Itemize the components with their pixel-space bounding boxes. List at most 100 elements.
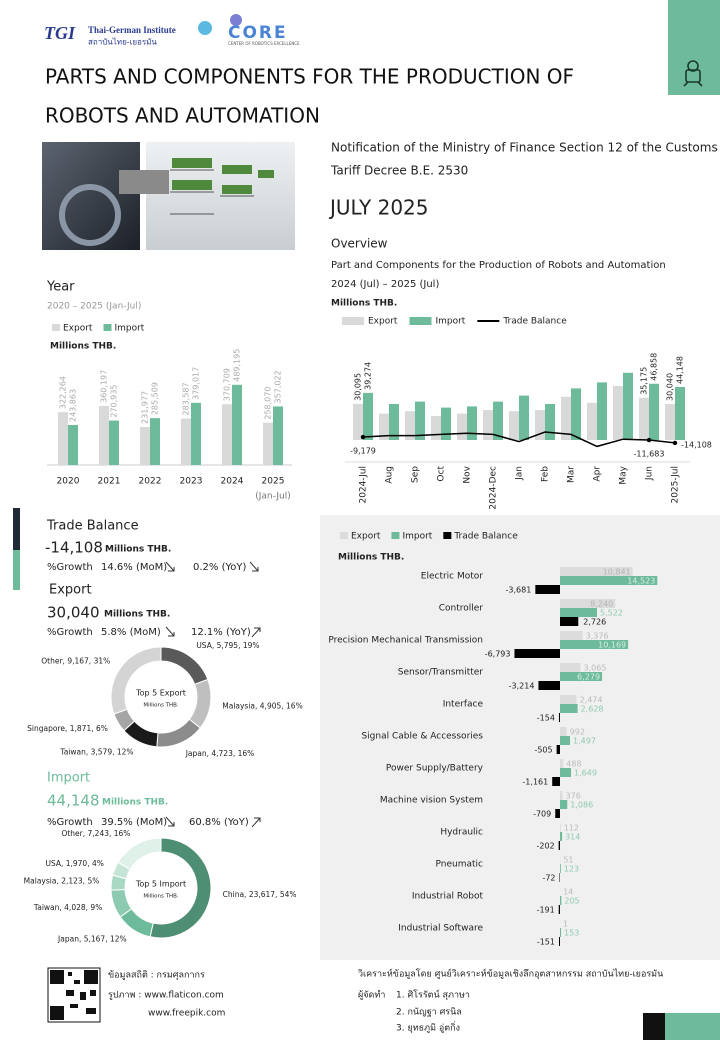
legend-swatch bbox=[391, 532, 400, 539]
slice-label: Taiwan, 3,579, 12% bbox=[59, 748, 133, 757]
category-label: Precision Mechanical Transmission bbox=[328, 636, 483, 646]
bar bbox=[509, 411, 519, 440]
value-label: 258,070 bbox=[264, 387, 273, 420]
bar bbox=[560, 640, 629, 649]
x-tick-label: Sep bbox=[411, 466, 421, 483]
legend-swatch bbox=[103, 324, 112, 331]
growth-yoy: 12.1% (YoY) bbox=[191, 627, 251, 638]
value-label: -9,179 bbox=[350, 447, 376, 456]
analysis: วิเคราะห์ข้อมูลโดย ศูนย์วิเคราะห์ข้อมูลเ… bbox=[358, 968, 663, 980]
value-label: 360,197 bbox=[100, 370, 109, 403]
value-label: -505 bbox=[534, 746, 552, 755]
value-label: -151 bbox=[537, 938, 555, 947]
bar bbox=[191, 402, 201, 465]
bar bbox=[181, 418, 191, 465]
slice-label: Japan, 4,723, 16% bbox=[185, 749, 255, 758]
bar bbox=[415, 401, 425, 440]
bar bbox=[571, 388, 581, 440]
value-label: 6,279 bbox=[577, 673, 600, 682]
x-tick-label: 2025-Jul bbox=[671, 466, 681, 504]
category-label: Sensor/Transmitter bbox=[398, 668, 484, 678]
bar bbox=[99, 405, 109, 465]
donut-center: Millions THB. bbox=[143, 894, 179, 900]
panel bbox=[320, 515, 720, 960]
value-label: 376 bbox=[566, 792, 581, 801]
donut-slice bbox=[110, 646, 162, 715]
growth-mom: 14.6% (MoM) bbox=[101, 562, 167, 573]
bar bbox=[560, 608, 597, 617]
value-label: 39,274 bbox=[364, 362, 373, 390]
value-label: 992 bbox=[570, 728, 585, 737]
core-name: CENTER OF ROBOTICS EXCELLENCE bbox=[228, 41, 300, 46]
growth-yoy: 0.2% (YoY) bbox=[193, 562, 246, 573]
legend-label: Import bbox=[435, 317, 465, 327]
summary-title: Import bbox=[47, 771, 90, 786]
value-label: 10,169 bbox=[598, 641, 626, 650]
bar bbox=[560, 599, 616, 608]
value-label: 5,522 bbox=[600, 609, 623, 618]
bar bbox=[560, 896, 562, 905]
bar bbox=[560, 823, 561, 832]
slice-label: USA, 1,970, 4% bbox=[45, 859, 103, 868]
legend-label: Import bbox=[402, 532, 432, 542]
bar bbox=[560, 768, 572, 777]
value-label: 10,841 bbox=[603, 568, 631, 577]
value-label: 51 bbox=[563, 856, 573, 865]
bar bbox=[560, 759, 564, 768]
value-label: 46,858 bbox=[650, 353, 659, 381]
bar bbox=[558, 937, 560, 946]
category-label: Power Supply/Battery bbox=[386, 764, 484, 774]
unit: Millions THB. bbox=[50, 342, 116, 352]
growth-label: %Growth bbox=[47, 627, 93, 638]
bar bbox=[560, 800, 568, 809]
bar bbox=[558, 841, 560, 850]
bar bbox=[514, 649, 560, 658]
photo bbox=[170, 169, 254, 215]
notice: Tariff Decree B.E. 2530 bbox=[330, 164, 468, 178]
slice-label: USA, 5,795, 19% bbox=[196, 641, 259, 650]
legend-swatch bbox=[52, 324, 60, 331]
legend-label: Import bbox=[114, 324, 144, 334]
photo bbox=[172, 158, 274, 194]
value-label: 44,148 bbox=[676, 356, 685, 384]
bar bbox=[535, 585, 560, 594]
slice-label: Other, 9,167, 31% bbox=[41, 656, 110, 665]
author: 3. ยุทธภูมิ อู่ตกิ่ง bbox=[396, 1021, 460, 1034]
bar bbox=[560, 695, 577, 704]
bar bbox=[558, 905, 560, 914]
x-tick-label: Mar bbox=[567, 466, 577, 483]
value-label: -1,161 bbox=[522, 778, 548, 787]
x-tick-label: Feb bbox=[541, 466, 551, 482]
summary-unit: Millions THB. bbox=[104, 610, 170, 620]
x-tick-note: (Jan-Jul) bbox=[255, 492, 291, 502]
core-icon bbox=[230, 14, 242, 26]
bar bbox=[389, 404, 399, 440]
bar bbox=[587, 402, 597, 440]
bar bbox=[560, 791, 563, 800]
value-label: -709 bbox=[533, 810, 551, 819]
bar bbox=[561, 396, 571, 440]
logos: TGI Thai-German Institute สถาบันไทย-เยอร… bbox=[44, 14, 300, 47]
donut-slice bbox=[156, 718, 201, 748]
x-tick-label: Nov bbox=[463, 465, 473, 483]
footer-block bbox=[665, 1013, 720, 1040]
chart-subtitle: 2024 (Jul) – 2025 (Jul) bbox=[331, 279, 439, 290]
x-tick-label: Jan bbox=[515, 466, 525, 481]
value-label: 30,040 bbox=[666, 373, 675, 401]
value-label: 35,175 bbox=[640, 367, 649, 395]
bar bbox=[150, 418, 160, 465]
legend-label: Export bbox=[368, 317, 398, 327]
growth-mom: 5.8% (MoM) bbox=[101, 627, 161, 638]
category-label: Industrial Robot bbox=[412, 892, 484, 902]
slice-label: China, 23,617, 54% bbox=[223, 890, 297, 899]
bar bbox=[675, 387, 685, 440]
logo-core: CORE bbox=[228, 23, 288, 43]
bar bbox=[613, 386, 623, 440]
x-tick-label: 2022 bbox=[139, 477, 162, 487]
donut-slice bbox=[117, 837, 162, 871]
author: 2. กนัญฐา ศรนิล bbox=[396, 1007, 462, 1018]
category-label: Controller bbox=[439, 604, 484, 614]
bar bbox=[379, 413, 389, 440]
